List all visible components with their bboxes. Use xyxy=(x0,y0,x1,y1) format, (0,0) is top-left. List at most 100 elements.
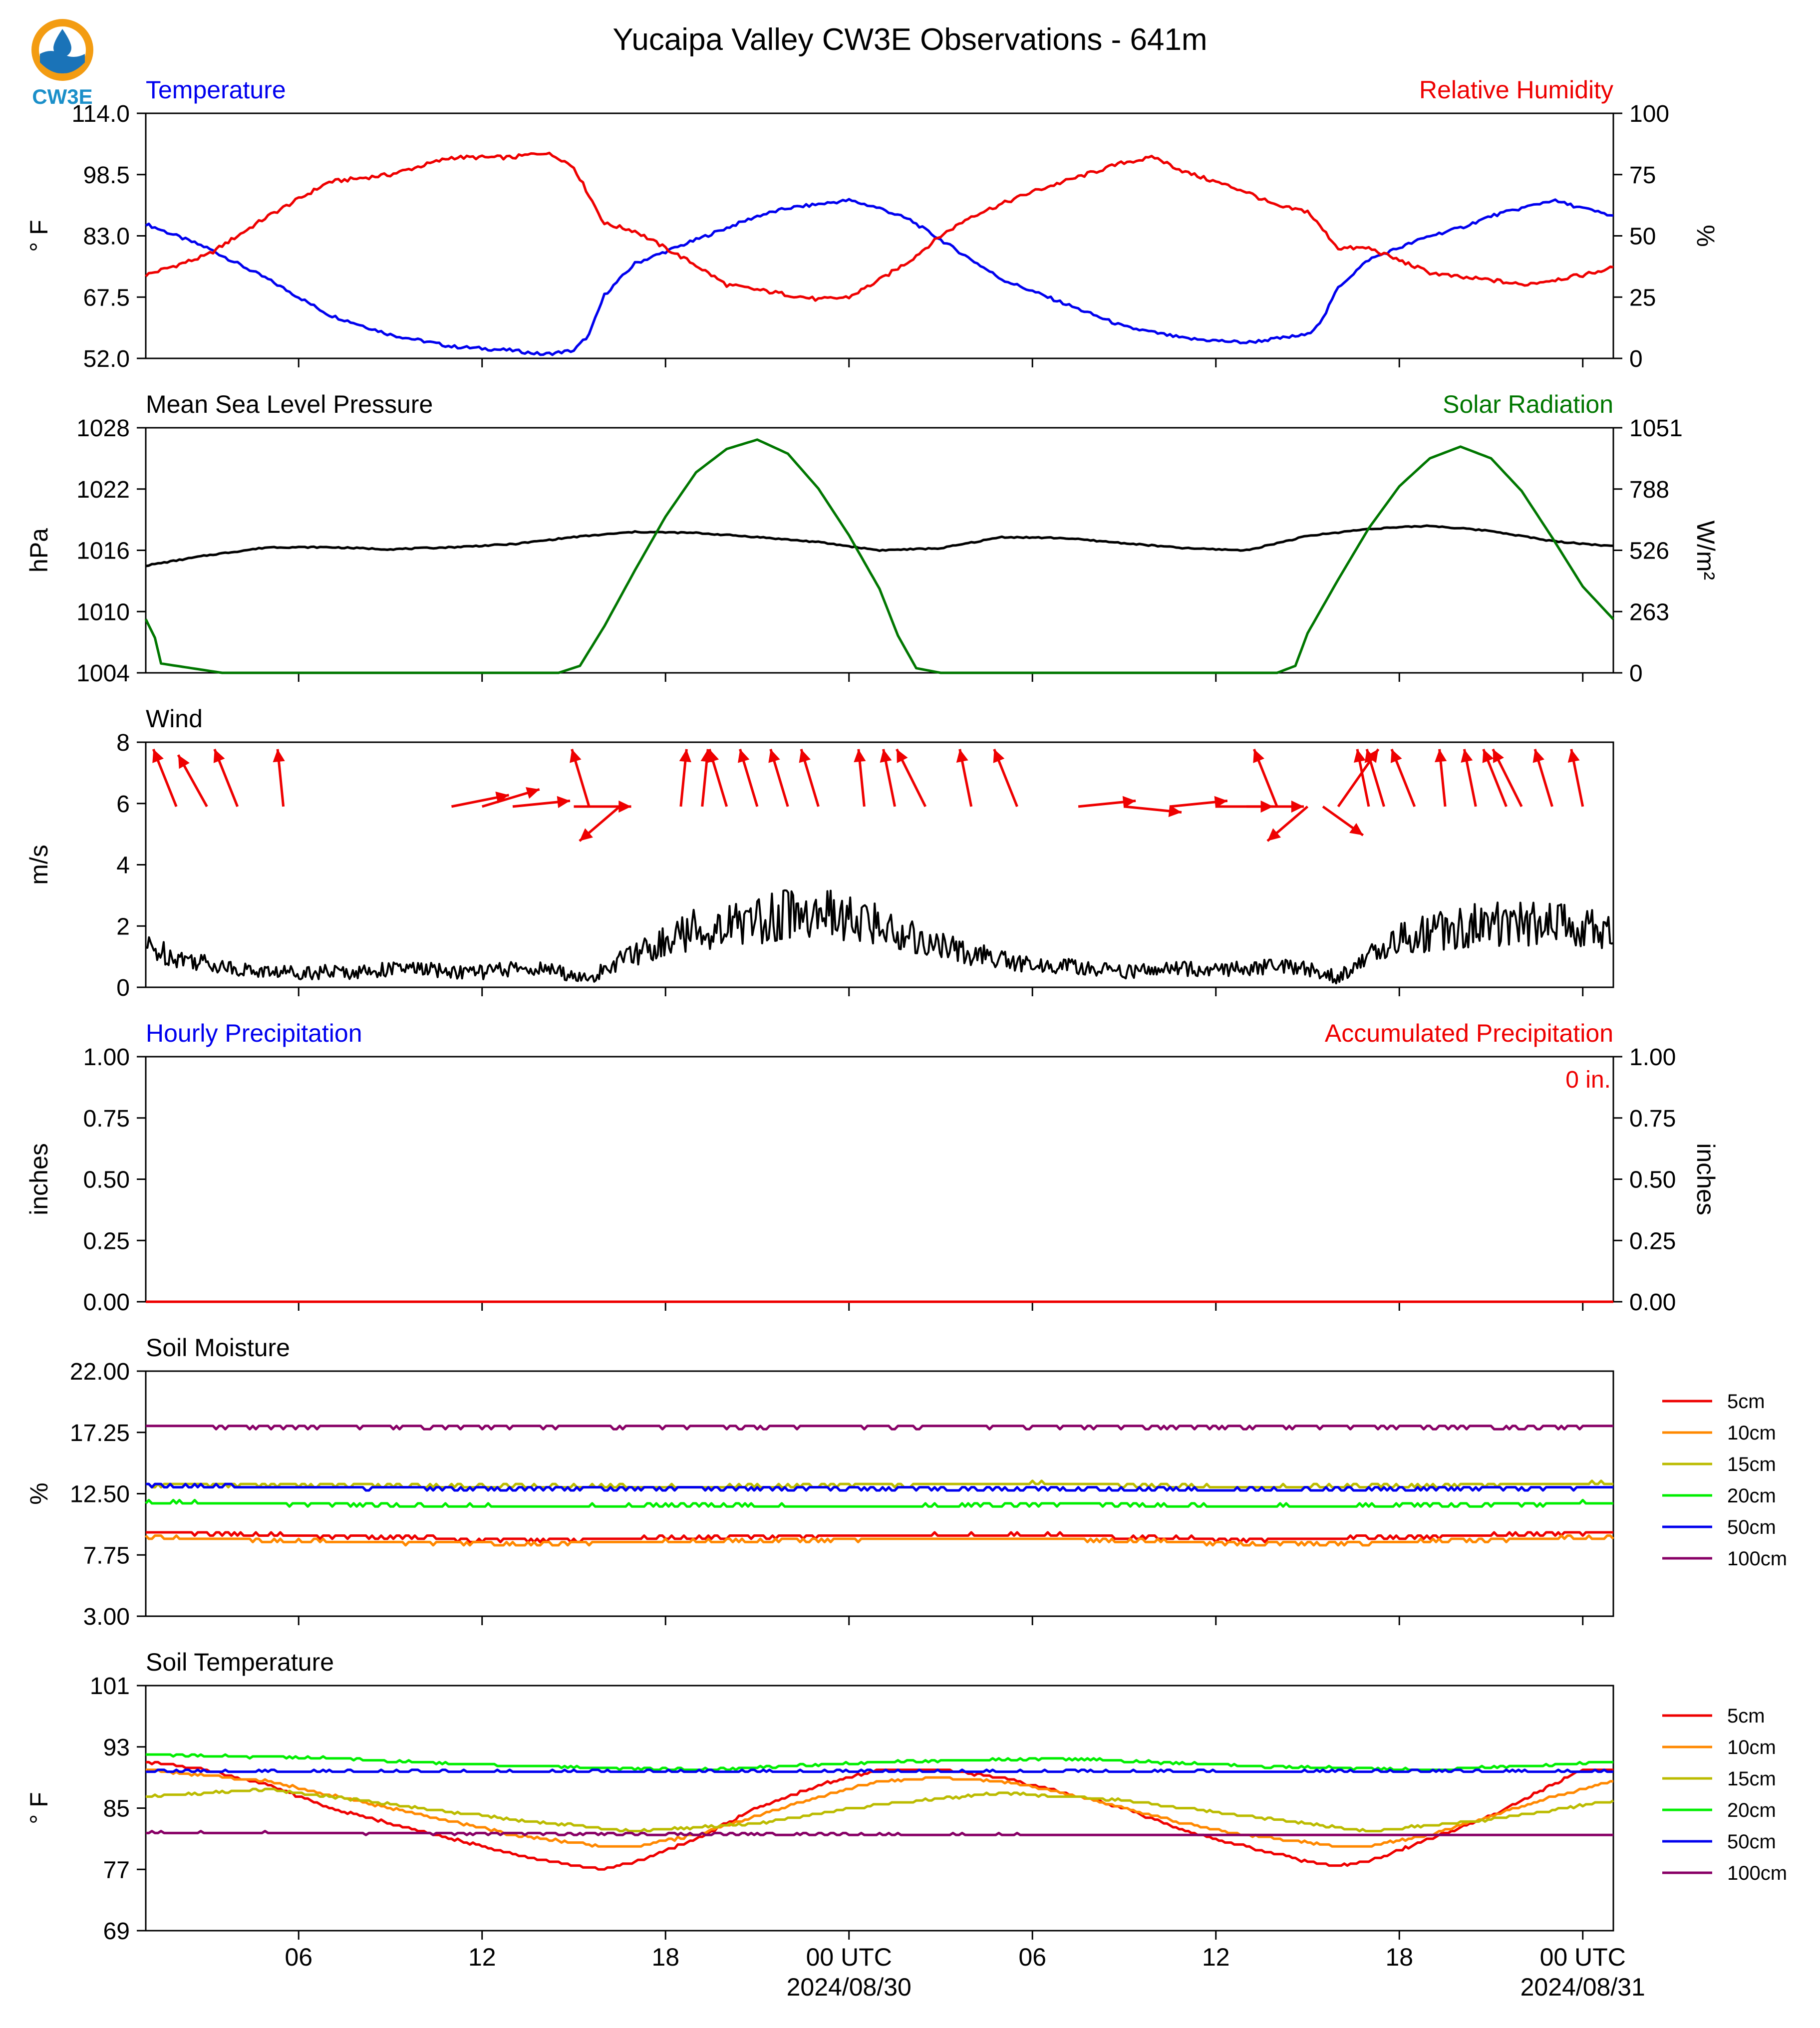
y-tick-label-right: 1051 xyxy=(1629,415,1683,442)
wind-arrowhead xyxy=(213,749,225,763)
y-tick-label: 1.00 xyxy=(83,1044,130,1071)
panel-title: Soil Moisture xyxy=(146,1334,290,1362)
y-tick-label: 0.75 xyxy=(83,1106,130,1132)
legend-label: 50cm xyxy=(1727,1516,1776,1538)
accumulated-annotation: 0 in. xyxy=(1565,1067,1611,1093)
y-tick-label: 22.00 xyxy=(70,1359,130,1385)
y-tick-label-right: 0.50 xyxy=(1629,1167,1676,1193)
logo-drop-icon xyxy=(53,29,71,57)
series-line-5cm xyxy=(146,1531,1613,1543)
y-tick-label-right: 0.00 xyxy=(1629,1289,1676,1316)
panel-pressure-solar: Mean Sea Level Pressure Solar Radiation 10… xyxy=(25,390,1720,687)
legend-label: 10cm xyxy=(1727,1422,1776,1444)
panel-title-right: Solar Radiation xyxy=(1443,390,1613,418)
y-tick-label: 1016 xyxy=(76,538,130,565)
y-tick-label-right: 526 xyxy=(1629,538,1669,565)
y-tick-label-right: 788 xyxy=(1629,477,1669,503)
y-axis-label-right: inches xyxy=(1692,1143,1720,1215)
y-tick-label: 98.5 xyxy=(83,162,130,189)
x-date-label: 2024/08/31 xyxy=(1520,1973,1645,2001)
wind-arrowhead xyxy=(1122,796,1136,809)
series-line-100cm xyxy=(146,1425,1613,1431)
wind-arrowhead xyxy=(526,787,540,799)
panels: Temperature Relative Humidity52.067.583.0… xyxy=(25,76,1787,2001)
x-tick-label: 00 UTC xyxy=(806,1943,892,1971)
y-tick-label-right: 50 xyxy=(1629,224,1656,250)
y-tick-label: 101 xyxy=(90,1673,130,1700)
wind-arrowhead xyxy=(1267,828,1281,841)
wind-arrowhead xyxy=(618,800,631,813)
y-tick-label: 0 xyxy=(116,975,130,1001)
logo-water-icon xyxy=(40,51,85,74)
panel-title-right: Accumulated Precipitation xyxy=(1325,1019,1613,1047)
y-axis-label: hPa xyxy=(25,528,53,573)
plot-frame xyxy=(145,1370,1614,1617)
panel-precipitation: Hourly Precipitation Accumulated Precipit… xyxy=(25,1019,1720,1316)
y-tick-label: 3.00 xyxy=(83,1604,130,1630)
legend-label: 5cm xyxy=(1727,1391,1765,1413)
y-tick-label-right: 1.00 xyxy=(1629,1044,1676,1071)
wind-arrowhead xyxy=(1493,749,1504,763)
y-tick-label: 1028 xyxy=(76,415,130,442)
x-tick-label: 12 xyxy=(1202,1943,1230,1971)
series-line-relative-humidity xyxy=(145,151,1614,302)
series-line-wind xyxy=(145,889,1614,985)
legend-label: 100cm xyxy=(1727,1862,1787,1884)
x-tick-label: 18 xyxy=(651,1943,679,1971)
panel-title: Mean Sea Level Pressure xyxy=(146,390,433,418)
wind-arrowhead xyxy=(1349,823,1363,836)
y-tick-label: 52.0 xyxy=(83,346,130,372)
y-tick-label: 1004 xyxy=(76,660,130,687)
wind-arrowhead xyxy=(1567,749,1580,763)
wind-arrowhead xyxy=(1253,749,1264,763)
wind-arrowhead xyxy=(273,749,285,763)
figure-title: Yucaipa Valley CW3E Observations - 641m xyxy=(612,22,1207,57)
wind-arrowhead xyxy=(1482,749,1494,763)
series-line-15cm xyxy=(146,1479,1613,1489)
y-tick-label-right: 100 xyxy=(1629,101,1669,127)
legend-label: 20cm xyxy=(1727,1799,1776,1821)
y-axis-label: ° F xyxy=(25,220,53,252)
cw3e-logo: CW3E xyxy=(31,19,93,108)
y-tick-label: 4 xyxy=(116,853,130,879)
y-tick-label: 83.0 xyxy=(83,224,130,250)
panel-soil-temperature: Soil Temperature 69 77 85 93 101 ° F 5cm 10cm 15c… xyxy=(25,1648,1787,1945)
x-tick-label: 12 xyxy=(468,1943,496,1971)
y-axis-label: ° F xyxy=(25,1792,53,1824)
panel-title: Wind xyxy=(146,705,203,733)
plot-frame xyxy=(145,1056,1614,1303)
y-tick-label-right: 25 xyxy=(1629,285,1656,311)
wind-arrowhead xyxy=(1390,749,1402,763)
wind-arrowhead xyxy=(799,749,811,763)
wind-arrowhead xyxy=(956,749,968,763)
x-tick-label: 06 xyxy=(1018,1943,1046,1971)
y-tick-label: 2 xyxy=(116,913,130,940)
y-axis-label: m/s xyxy=(25,845,53,885)
wind-arrowhead xyxy=(1354,749,1366,763)
legend-label: 15cm xyxy=(1727,1453,1776,1475)
wind-arrowhead xyxy=(768,749,780,763)
y-tick-label-right: 263 xyxy=(1629,599,1669,625)
series-line-15cm xyxy=(146,1787,1614,1832)
wind-arrowhead xyxy=(854,749,866,763)
series-line-5cm xyxy=(146,1760,1613,1871)
legend-label: 5cm xyxy=(1727,1705,1765,1727)
wind-arrowhead xyxy=(1364,749,1377,763)
wind-arrowhead xyxy=(1168,805,1182,817)
series-line-10cm xyxy=(146,1768,1613,1848)
wind-arrowhead xyxy=(897,749,908,763)
y-tick-label: 114.0 xyxy=(71,101,130,127)
panel-title: Hourly Precipitation xyxy=(146,1019,362,1047)
x-tick-label: 06 xyxy=(285,1943,312,1971)
panel-temp-rh: Temperature Relative Humidity 52.0 67.5 83.0… xyxy=(25,76,1720,372)
legend-label: 20cm xyxy=(1727,1485,1776,1507)
legend-label: 15cm xyxy=(1727,1768,1776,1790)
y-tick-label: 85 xyxy=(103,1796,130,1822)
y-axis-label: % xyxy=(25,1482,53,1504)
legend-label: 100cm xyxy=(1727,1548,1787,1570)
y-tick-label: 77 xyxy=(103,1857,130,1883)
y-tick-label: 8 xyxy=(116,730,130,756)
y-tick-label: 0.50 xyxy=(83,1167,130,1193)
y-axis-label: inches xyxy=(25,1143,53,1215)
y-tick-label: 6 xyxy=(116,791,130,818)
